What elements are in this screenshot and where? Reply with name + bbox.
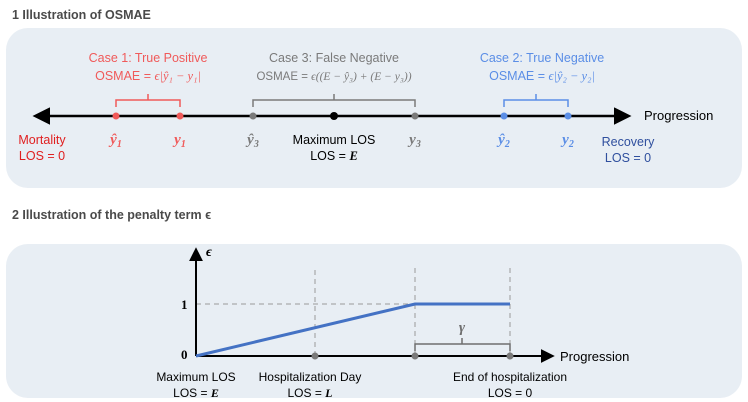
y3-point [411,112,419,120]
case2-bracket [503,94,569,107]
epsilon-axis-label: ϵ [206,245,213,260]
day-point [311,352,319,360]
case3-bracket [252,94,416,107]
gamma-bracket [414,338,511,351]
end-point [506,352,514,360]
gamma-label: γ [459,320,466,336]
recovery-los: LOS = 0 [605,151,651,165]
case3-title: Case 3: False Negative [269,51,399,65]
penalty-panel [6,244,742,398]
recovery-label: Recovery [602,135,656,149]
label-end-line1: End of hospitalization [453,370,567,384]
label-max-line2: LOS = E [173,386,219,400]
max-los-point [330,112,338,120]
y1-hat-label: ŷ1 [108,132,122,150]
label-end-line2: LOS = 0 [488,386,533,400]
y3-hat-label: ŷ3 [245,132,259,150]
max-los-label: Maximum LOS [293,133,376,147]
case1-formula: OSMAE = ϵ|ŷ₁ − y₁| [95,69,201,83]
case2-title: Case 2: True Negative [480,51,604,65]
y2-point [564,112,572,120]
case1-title: Case 1: True Positive [89,51,208,65]
y1-point [176,112,184,120]
x-axis-label: Progression [560,349,629,364]
tick-one: 1 [181,297,188,312]
y3-hat-point [249,112,257,120]
label-day-line2: LOS = L [287,386,332,400]
label-day-line1: Hospitalization Day [259,370,362,384]
progression-label: Progression [644,108,713,123]
y3-label: y3 [407,132,421,150]
case3-formula: OSMAE = ϵ((E − ŷ₃) + (E − y₃)) [256,71,411,83]
mortality-label: Mortality [18,133,66,147]
threshold-point [411,352,419,360]
section-1-title: 1 Illustration of OSMAE [12,8,151,22]
y2-hat-point [500,112,508,120]
label-max-line1: Maximum LOS [156,370,235,384]
y2-label: y2 [560,132,574,150]
max-los-value: LOS = E [310,149,358,163]
case2-formula: OSMAE = ϵ|ŷ₂ − y₂| [489,69,595,83]
tick-zero: 0 [181,347,188,362]
y1-label: y1 [172,132,186,150]
penalty-line [195,302,510,358]
mortality-los: LOS = 0 [19,149,65,163]
y1-hat-point [112,112,120,120]
section-2-title: 2 Illustration of the penalty term ϵ [12,208,212,222]
y2-hat-label: ŷ2 [496,132,510,150]
case1-bracket [115,94,181,107]
